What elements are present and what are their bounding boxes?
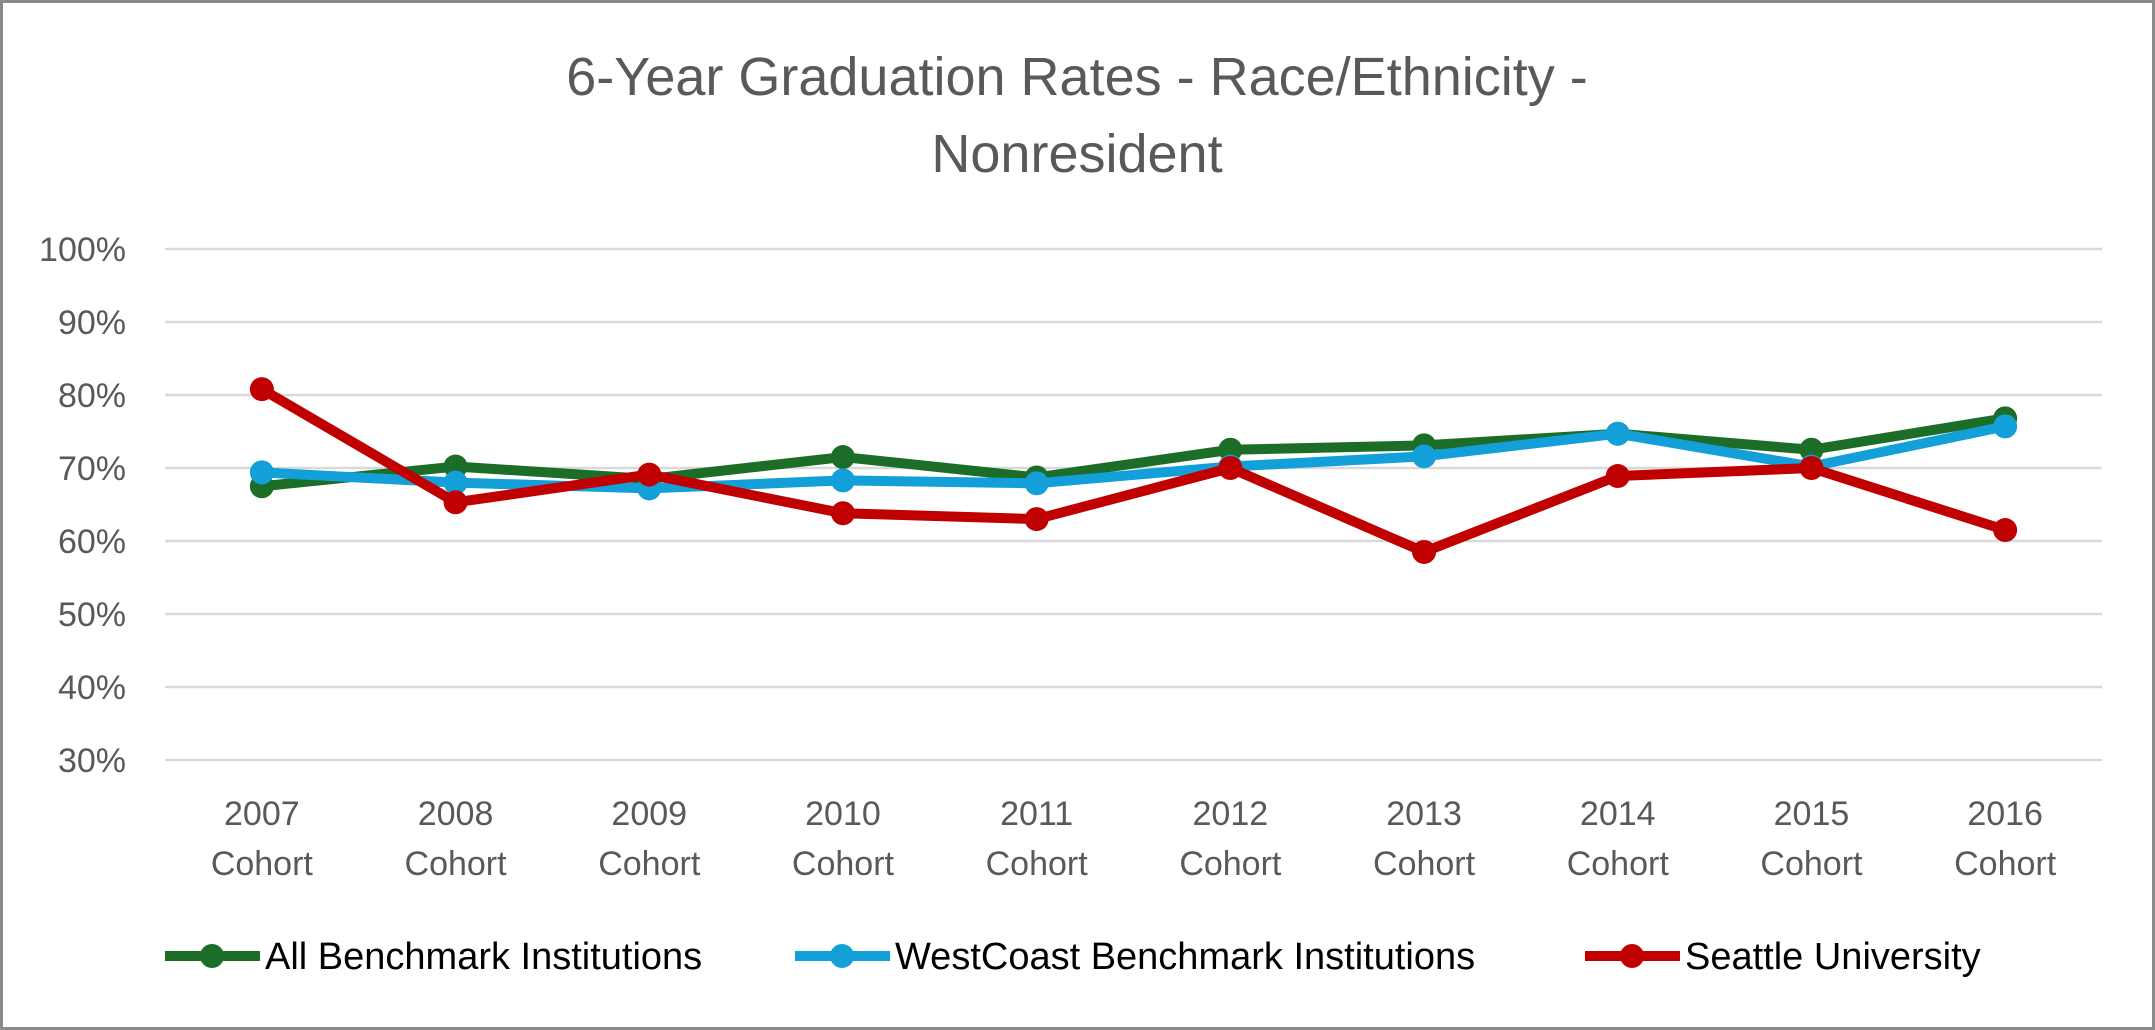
x-tick-label: 2007	[224, 795, 300, 833]
legend-item: All Benchmark Institutions	[165, 936, 702, 978]
x-tick-label: 2009	[611, 795, 687, 833]
x-tick-label-sub: Cohort	[1179, 845, 1282, 883]
y-tick-label: 100%	[39, 231, 126, 269]
legend-marker-icon	[1620, 944, 1644, 968]
x-axis: 2007 Cohort 2008 Cohort 2009 Cohort 2010 Cohort…	[211, 795, 2057, 883]
x-tick-label-sub: Cohort	[1567, 845, 1670, 883]
legend-label: All Benchmark Institutions	[265, 936, 702, 978]
data-point	[1412, 539, 1437, 564]
series-line	[256, 384, 2011, 557]
legend-label: WestCoast Benchmark Institutions	[895, 936, 1475, 978]
series-westcoast-benchmark-institutions	[249, 414, 2018, 501]
chart-title: 6-Year Graduation Rates - Race/Ethnicity…	[566, 47, 1588, 184]
x-tick-label: 2012	[1193, 795, 1269, 833]
y-tick-label: 70%	[58, 450, 126, 488]
data-point	[637, 462, 662, 487]
legend: All Benchmark Institutions WestCoast Benc…	[165, 936, 1981, 978]
x-tick-label: 2008	[418, 795, 494, 833]
series-group	[249, 377, 2018, 564]
x-tick-label-sub: Cohort	[792, 845, 895, 883]
data-point	[1024, 471, 1049, 496]
y-tick-label: 40%	[58, 669, 126, 707]
y-tick-label: 90%	[58, 304, 126, 342]
data-point	[1993, 414, 2018, 439]
data-point	[1412, 444, 1437, 469]
data-point	[1024, 507, 1049, 532]
data-point	[830, 468, 855, 493]
data-point	[1799, 456, 1824, 480]
data-point	[249, 377, 274, 402]
chart-title-line-2: Nonresident	[931, 124, 1222, 184]
y-tick-label: 50%	[58, 596, 126, 634]
x-tick-label: 2016	[1967, 795, 2043, 833]
data-point	[443, 470, 468, 495]
data-point	[1993, 518, 2018, 543]
x-tick-label-sub: Cohort	[1760, 845, 1863, 883]
x-tick-label: 2011	[1000, 795, 1073, 833]
series-seattle-university	[249, 377, 2018, 564]
data-point	[1218, 456, 1243, 480]
x-tick-label-sub: Cohort	[1373, 845, 1476, 883]
legend-label: Seattle University	[1685, 936, 1981, 978]
x-tick-label: 2014	[1580, 795, 1656, 833]
x-tick-label-sub: Cohort	[211, 845, 314, 883]
x-tick-label-sub: Cohort	[1954, 845, 2057, 883]
data-point	[1799, 437, 1824, 462]
data-point	[830, 445, 855, 470]
data-point	[1218, 437, 1243, 462]
series-line	[256, 421, 2011, 494]
legend-item: Seattle University	[1585, 936, 1981, 978]
y-tick-label: 80%	[58, 377, 126, 415]
series-line	[256, 413, 2011, 492]
x-tick-label-sub: Cohort	[986, 845, 1089, 883]
data-point	[1605, 421, 1630, 446]
chart-title-line-1: 6-Year Graduation Rates - Race/Ethnicity…	[566, 47, 1588, 107]
data-point	[443, 490, 468, 515]
legend-item: WestCoast Benchmark Institutions	[795, 936, 1475, 978]
y-tick-label: 30%	[58, 742, 126, 780]
y-tick-label: 60%	[58, 523, 126, 561]
data-point	[1605, 464, 1630, 489]
data-point	[249, 460, 274, 485]
legend-marker-icon	[200, 944, 224, 968]
y-axis: 30% 40% 50% 60% 70% 80% 90% 100%	[39, 231, 126, 780]
x-tick-label-sub: Cohort	[598, 845, 701, 883]
data-point	[830, 501, 855, 526]
legend-marker-icon	[830, 944, 854, 968]
x-tick-label: 2010	[805, 795, 881, 833]
x-tick-label: 2013	[1386, 795, 1462, 833]
x-tick-label: 2015	[1774, 795, 1850, 833]
x-tick-label-sub: Cohort	[405, 845, 508, 883]
